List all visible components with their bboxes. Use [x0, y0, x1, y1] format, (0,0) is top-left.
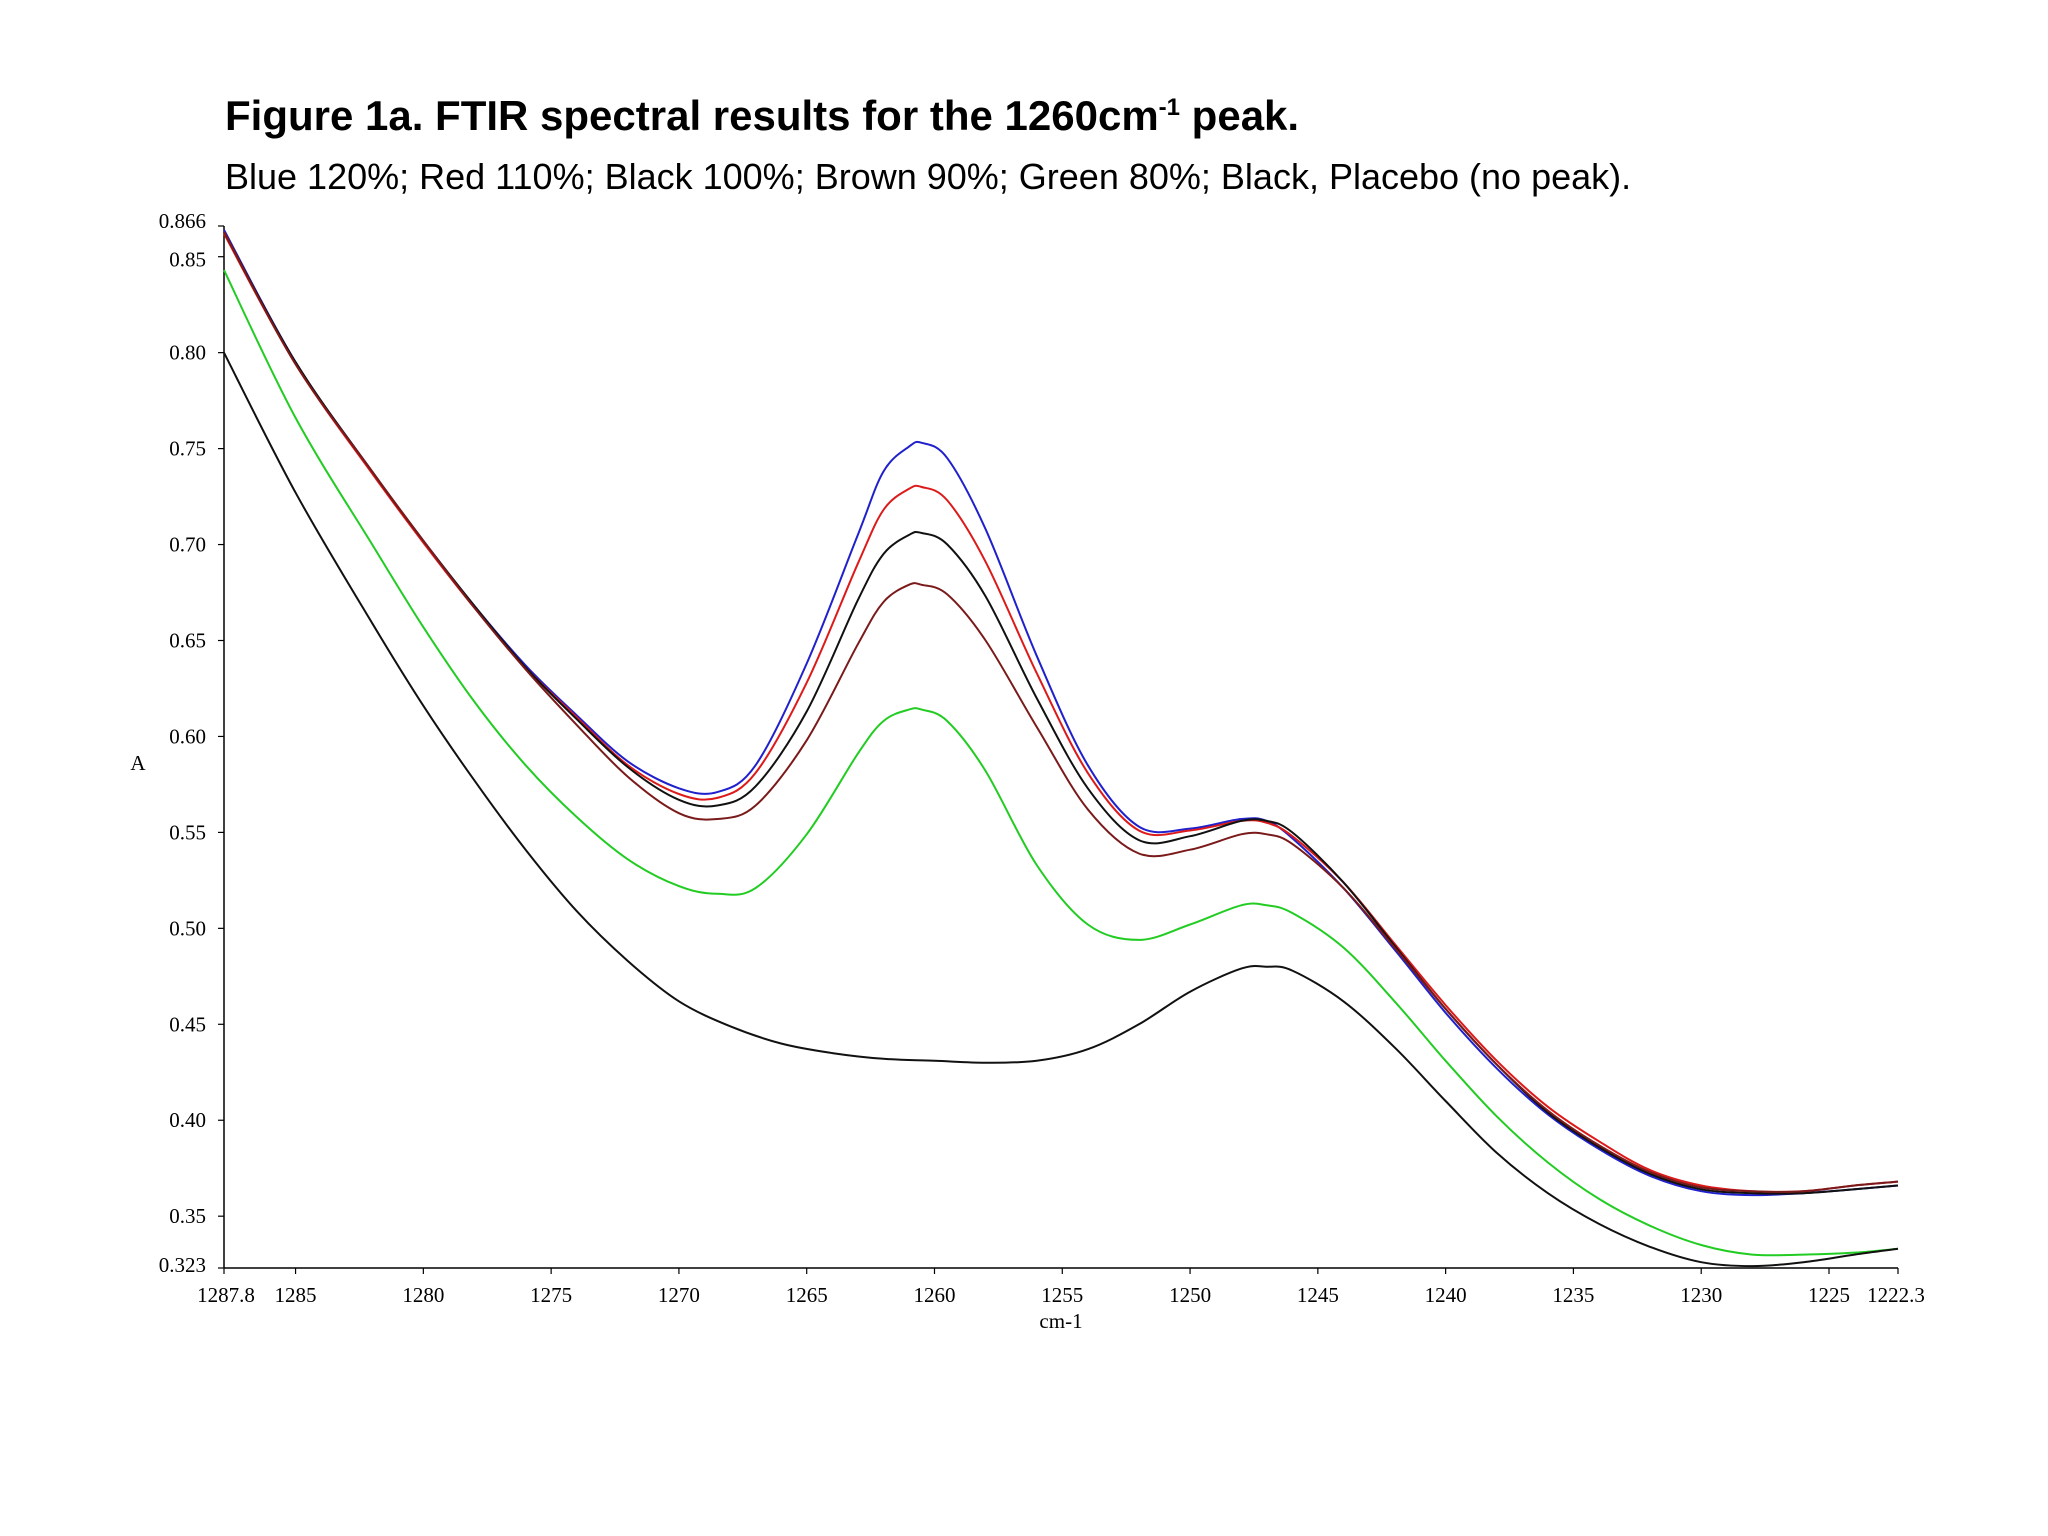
x-tick-label: 1260	[913, 1283, 955, 1307]
y-tick-label: 0.85	[169, 248, 206, 272]
y-tick-label: 0.866	[159, 209, 206, 233]
x-tick-label: 1240	[1425, 1283, 1467, 1307]
y-tick-label: 0.65	[169, 628, 206, 652]
y-tick-label: 0.75	[169, 437, 206, 461]
figure-title-end: peak.	[1180, 92, 1300, 139]
y-tick-label: 0.50	[169, 916, 206, 940]
x-tick-label: 1235	[1552, 1283, 1594, 1307]
x-tick-label: 1245	[1297, 1283, 1339, 1307]
x-tick-label: 1280	[402, 1283, 444, 1307]
y-tick-label: 0.60	[169, 724, 206, 748]
x-tick-label: 1225	[1808, 1283, 1850, 1307]
figure-title-main: Figure 1a. FTIR spectral results for the…	[225, 92, 1159, 139]
x-tick-label: 1265	[786, 1283, 828, 1307]
y-tick-label: 0.55	[169, 820, 206, 844]
x-tick-label: 1270	[658, 1283, 700, 1307]
x-tick-label: 1255	[1041, 1283, 1083, 1307]
x-tick-label: 1275	[530, 1283, 572, 1307]
chart-axes	[223, 226, 1898, 1269]
x-tick-label: 1250	[1169, 1283, 1211, 1307]
y-tick-label: 0.45	[169, 1012, 206, 1036]
series-line-3	[223, 231, 1899, 1195]
x-axis-label: cm-1	[1039, 1309, 1082, 1333]
x-tick-label: 1285	[275, 1283, 317, 1307]
y-tick-label: 0.323	[159, 1253, 206, 1277]
y-tick-label: 0.40	[169, 1108, 206, 1132]
chart-series-group	[223, 229, 1899, 1268]
x-tick-label: 1222.3	[1867, 1283, 1925, 1307]
chart-ticks: 0.866 0.85 0.80 0.75 0.70 0.65 0.60 0.55 0.50 0.4…	[130, 209, 1924, 1333]
series-line-4	[223, 231, 1899, 1193]
series-line-5	[223, 269, 1899, 1257]
y-tick-label: 0.80	[169, 341, 206, 365]
series-line-1	[223, 229, 1899, 1197]
y-tick-label: 0.70	[169, 533, 206, 557]
y-axis-label: A	[130, 751, 146, 775]
series-line-6	[223, 352, 1899, 1268]
figure-subtitle: Blue 120%; Red 110%; Black 100%; Brown 9…	[225, 156, 1632, 197]
figure-title-superscript: -1	[1158, 94, 1181, 121]
y-tick-label: 0.35	[169, 1204, 206, 1228]
figure-title: Figure 1a. FTIR spectral results for the…	[225, 92, 1299, 140]
x-tick-label: 1230	[1680, 1283, 1722, 1307]
x-tick-label: 1287.8	[197, 1283, 255, 1307]
